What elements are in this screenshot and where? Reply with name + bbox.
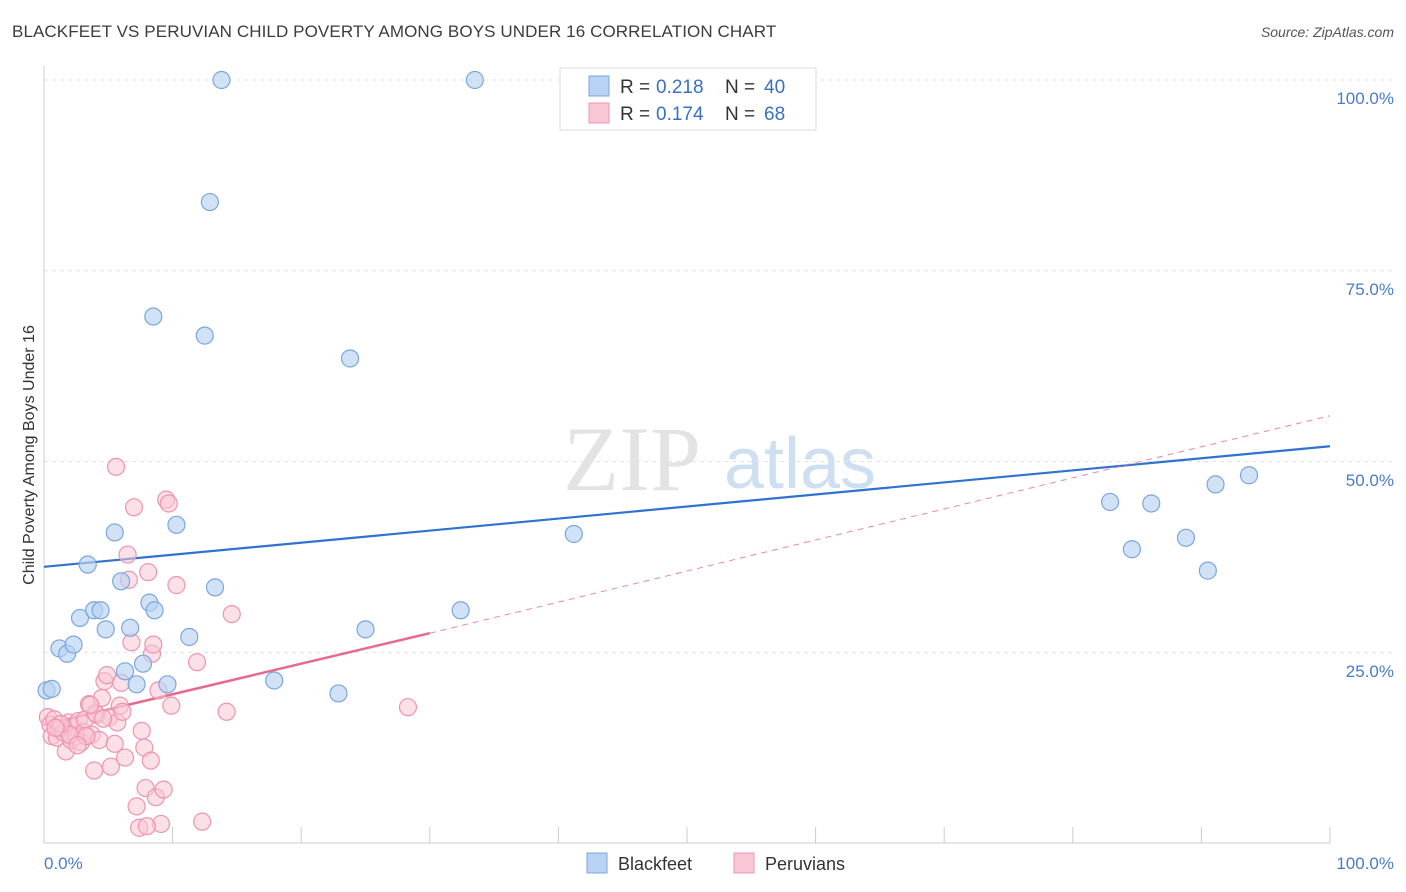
point-blackfeet bbox=[1142, 494, 1161, 513]
point-blackfeet bbox=[112, 572, 131, 591]
point-peruvians bbox=[105, 734, 124, 753]
bottom-legend: Blackfeet Peruvians bbox=[586, 852, 845, 874]
legend-swatch-peruvians bbox=[588, 102, 610, 124]
point-peruvians bbox=[132, 721, 151, 740]
point-blackfeet bbox=[42, 679, 61, 698]
chart-source: Source: ZipAtlas.com bbox=[1260, 24, 1394, 40]
point-peruvians bbox=[141, 751, 160, 770]
point-blackfeet bbox=[70, 608, 90, 628]
point-peruvians bbox=[113, 702, 132, 721]
point-blackfeet bbox=[564, 524, 583, 544]
point-peruvians bbox=[144, 635, 163, 654]
point-peruvians bbox=[68, 736, 87, 755]
point-blackfeet bbox=[96, 620, 115, 639]
point-blackfeet bbox=[121, 618, 140, 637]
bottom-legend-label-peruvians: Peruvians bbox=[765, 854, 845, 874]
x-tick-label-max: 100.0% bbox=[1336, 854, 1394, 873]
y-tick-label-100: 100.0% bbox=[1336, 89, 1394, 108]
legend-r-value-blackfeet: 0.218 bbox=[656, 77, 704, 98]
point-peruvians bbox=[154, 780, 173, 799]
point-blackfeet bbox=[127, 675, 146, 694]
point-peruvians bbox=[118, 545, 137, 564]
chart-title: BLACKFEET VS PERUVIAN CHILD POVERTY AMON… bbox=[12, 22, 777, 41]
point-blackfeet bbox=[145, 601, 164, 620]
legend-n-value-blackfeet: 40 bbox=[764, 77, 785, 98]
y-tick-label-25: 25.0% bbox=[1346, 662, 1394, 681]
point-blackfeet bbox=[91, 601, 110, 620]
point-peruvians bbox=[159, 494, 178, 513]
point-blackfeet bbox=[133, 654, 153, 673]
legend-swatch-blackfeet bbox=[588, 75, 610, 97]
point-blackfeet bbox=[1206, 475, 1225, 494]
point-blackfeet bbox=[200, 192, 219, 212]
point-blackfeet bbox=[115, 662, 135, 681]
point-peruvians bbox=[101, 757, 120, 776]
legend-r-label-blackfeet: R = bbox=[620, 77, 650, 98]
point-blackfeet bbox=[1100, 492, 1120, 512]
point-blackfeet bbox=[1198, 561, 1217, 580]
point-blackfeet bbox=[451, 601, 470, 620]
point-blackfeet bbox=[158, 675, 177, 694]
legend-r-value-peruvians: 0.174 bbox=[656, 104, 704, 125]
point-peruvians bbox=[81, 695, 100, 714]
point-blackfeet bbox=[105, 523, 124, 542]
point-peruvians bbox=[167, 576, 186, 595]
point-peruvians bbox=[217, 702, 236, 721]
point-peruvians bbox=[46, 718, 65, 737]
point-peruvians bbox=[139, 563, 158, 582]
point-blackfeet bbox=[265, 671, 284, 690]
point-blackfeet bbox=[78, 555, 97, 574]
point-peruvians bbox=[127, 797, 146, 816]
data-points bbox=[37, 70, 1259, 837]
legend-n-label-peruvians: N = bbox=[725, 104, 755, 125]
point-blackfeet bbox=[180, 627, 199, 647]
trend-line-peruvians-extension bbox=[429, 415, 1331, 634]
bottom-legend-swatch-peruvians bbox=[733, 852, 755, 874]
point-blackfeet bbox=[340, 349, 360, 368]
point-peruvians bbox=[187, 653, 207, 672]
x-tick-label-min: 0.0% bbox=[44, 854, 83, 873]
point-peruvians bbox=[97, 666, 117, 685]
point-peruvians bbox=[193, 812, 212, 831]
point-blackfeet bbox=[1122, 540, 1142, 559]
point-peruvians bbox=[162, 696, 181, 715]
watermark-zip: ZIP bbox=[563, 408, 701, 510]
point-peruvians bbox=[222, 604, 241, 624]
y-axis-label: Child Poverty Among Boys Under 16 bbox=[21, 325, 38, 585]
trend-line-blackfeet bbox=[43, 445, 1331, 568]
legend-n-label-blackfeet: N = bbox=[725, 77, 755, 98]
bottom-legend-swatch-blackfeet bbox=[586, 852, 608, 874]
point-peruvians bbox=[124, 498, 144, 517]
legend-r-label-peruvians: R = bbox=[620, 104, 650, 125]
point-blackfeet bbox=[205, 578, 225, 597]
point-blackfeet bbox=[212, 70, 231, 90]
point-blackfeet bbox=[465, 70, 484, 90]
point-blackfeet bbox=[356, 620, 375, 639]
point-blackfeet bbox=[167, 515, 186, 534]
point-peruvians bbox=[398, 698, 418, 717]
point-blackfeet bbox=[144, 307, 163, 326]
point-peruvians bbox=[106, 457, 126, 476]
y-tick-label-75: 75.0% bbox=[1346, 280, 1394, 299]
point-peruvians bbox=[85, 761, 104, 780]
point-blackfeet bbox=[329, 684, 348, 703]
point-blackfeet bbox=[195, 326, 214, 345]
bottom-legend-label-blackfeet: Blackfeet bbox=[618, 854, 692, 874]
point-peruvians bbox=[94, 709, 113, 728]
point-blackfeet bbox=[64, 635, 83, 654]
legend-n-value-peruvians: 68 bbox=[764, 104, 785, 125]
point-peruvians bbox=[137, 817, 156, 836]
y-tick-label-50: 50.0% bbox=[1346, 471, 1394, 490]
point-peruvians bbox=[115, 748, 135, 767]
grid-lines bbox=[44, 79, 1394, 653]
point-blackfeet bbox=[1176, 528, 1196, 547]
point-blackfeet bbox=[1239, 466, 1259, 485]
legend: R = 0.218 N = 40 R = 0.174 N = 68 bbox=[559, 67, 817, 131]
